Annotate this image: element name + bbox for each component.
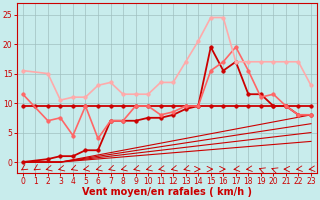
X-axis label: Vent moyen/en rafales ( km/h ): Vent moyen/en rafales ( km/h ) [82, 187, 252, 197]
